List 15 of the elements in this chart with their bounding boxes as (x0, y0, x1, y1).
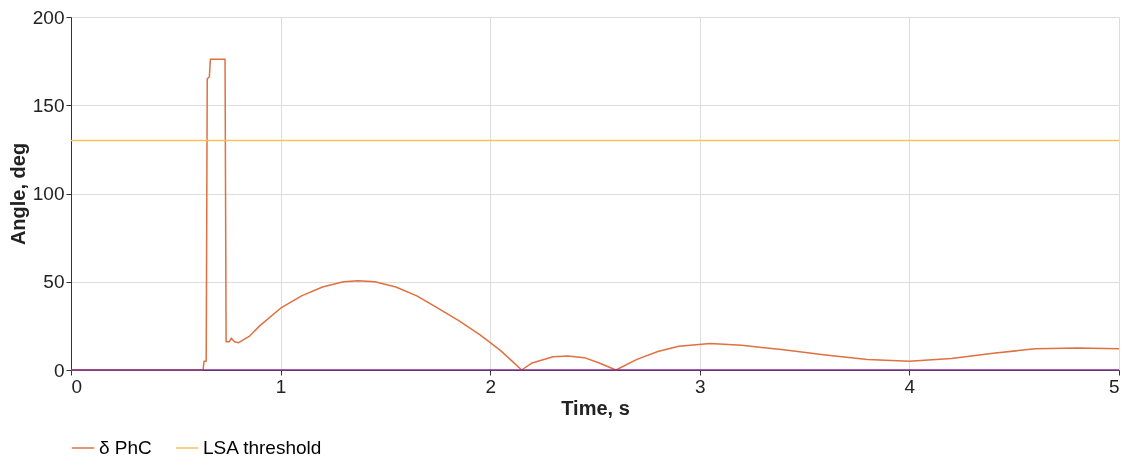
x-tick-label: 2 (485, 375, 496, 397)
x-tick-label: 4 (904, 375, 916, 397)
y-tick-label: 200 (32, 6, 65, 28)
y-tick-label: 150 (32, 94, 65, 116)
x-axis-title: Time, s (561, 396, 630, 419)
y-tick-label: 50 (43, 271, 65, 293)
y-tick-label: 0 (53, 359, 65, 381)
x-tick-label: 3 (695, 375, 706, 397)
y-tick-label: 100 (32, 183, 65, 204)
x-tick-label: 0 (71, 375, 83, 397)
x-tick-label: 5 (1108, 375, 1120, 397)
legend-label: δ PhC (99, 437, 152, 458)
x-tick-label: 1 (275, 375, 287, 397)
y-axis-title: Angle, deg (6, 142, 29, 246)
legend-label: LSA threshold (203, 437, 322, 458)
